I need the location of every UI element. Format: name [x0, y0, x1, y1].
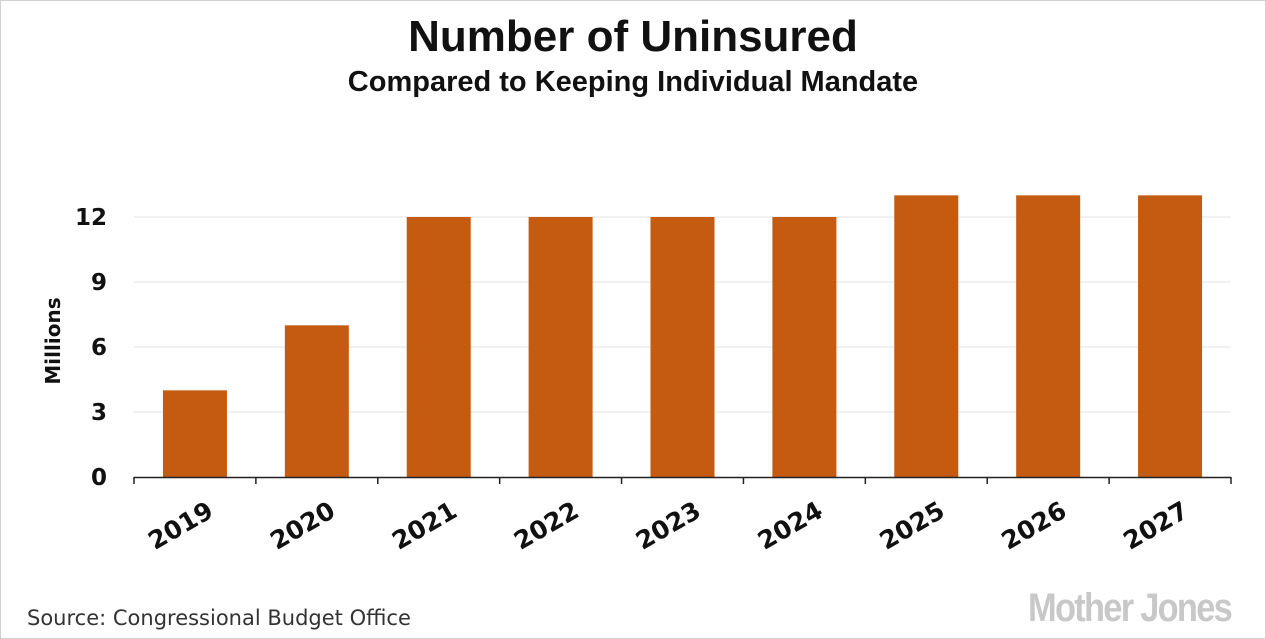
source-note: Source: Congressional Budget Office [27, 606, 411, 630]
y-axis-ticks: 0 3 6 9 12 [75, 205, 107, 491]
bar-2023 [650, 217, 715, 477]
x-tick-label: 2024 [753, 496, 828, 556]
x-tick-label: 2022 [509, 496, 584, 556]
y-tick-label: 9 [91, 270, 107, 296]
y-tick-label: 3 [91, 400, 107, 426]
brand-logo: Mother Jones [1027, 586, 1233, 630]
bar-2020 [284, 325, 349, 477]
x-tick-label: 2025 [875, 496, 950, 556]
chart-title: Number of Uninsured [408, 12, 858, 61]
y-tick-label: 6 [91, 335, 107, 361]
bar-2022 [528, 217, 593, 477]
y-tick-label: 0 [91, 465, 107, 491]
bars [162, 195, 1203, 478]
bar-2024 [772, 217, 837, 477]
y-axis-label: Millions [41, 297, 65, 384]
x-axis [133, 476, 1232, 484]
x-tick-label: 2021 [387, 496, 462, 556]
bar-2025 [894, 195, 959, 478]
x-axis-ticks: 2019 2020 2021 2022 2023 2024 2025 2026 2027 [143, 496, 1193, 556]
bar-2021 [406, 217, 471, 477]
x-tick-label: 2019 [143, 496, 218, 556]
x-tick-label: 2020 [265, 496, 340, 556]
x-tick-label: 2027 [1118, 496, 1193, 556]
chart-subtitle: Compared to Keeping Individual Mandate [347, 66, 919, 98]
y-tick-label: 12 [75, 205, 107, 231]
bar-2027 [1138, 195, 1203, 478]
bar-2019 [162, 390, 227, 477]
bar-2026 [1016, 195, 1081, 478]
x-tick-label: 2023 [631, 496, 706, 556]
x-tick-label: 2026 [997, 496, 1072, 556]
